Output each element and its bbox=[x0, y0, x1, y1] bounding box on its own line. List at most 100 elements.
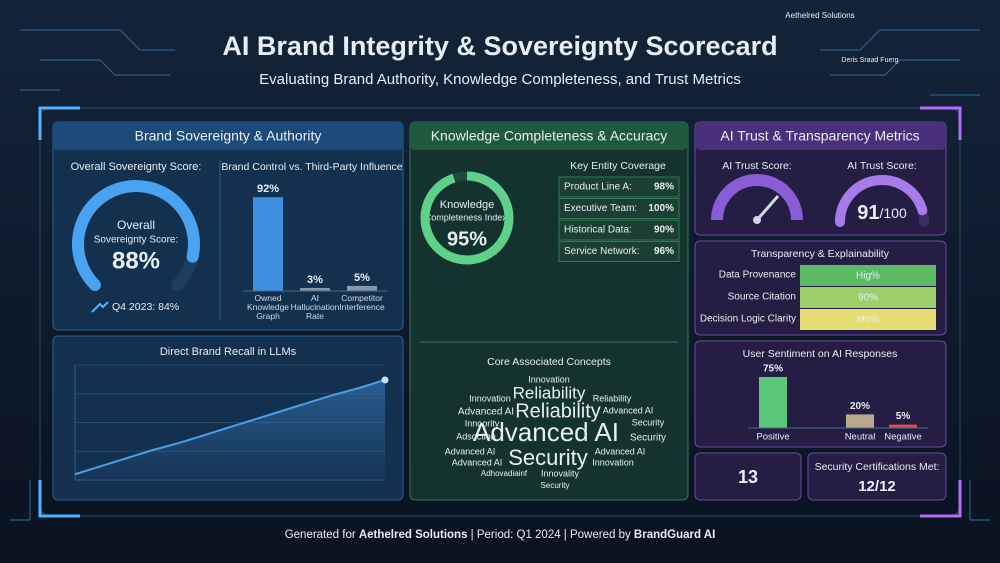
score: 91 bbox=[857, 202, 879, 224]
bar bbox=[889, 424, 917, 428]
category-label: Negative bbox=[884, 432, 922, 443]
certifications: 12/12 bbox=[858, 478, 896, 495]
value-label: 75% bbox=[763, 364, 783, 375]
subtitle: Evaluating Brand Authority, Knowledge Co… bbox=[259, 71, 741, 88]
concept-word: Innoority bbox=[465, 418, 500, 428]
panel-title: AI Trust & Transparency Metrics bbox=[720, 128, 919, 144]
panel bbox=[694, 340, 947, 448]
bar bbox=[253, 197, 283, 291]
panel-title: Knowledge Completeness & Accuracy bbox=[431, 128, 668, 144]
bar bbox=[347, 285, 377, 291]
category-box: AI Hallucination Rate bbox=[290, 294, 340, 321]
gauge-value: 88% bbox=[112, 247, 160, 274]
concept-word: Innovality bbox=[541, 468, 580, 478]
concept-word: Security bbox=[632, 417, 665, 427]
concept-word: Advanced AI bbox=[458, 407, 514, 418]
table-title: Key Entity Coverage bbox=[570, 160, 666, 172]
corner-glow bbox=[920, 106, 962, 140]
panel bbox=[694, 452, 802, 501]
gauge-label: Sovereignty Score: bbox=[94, 235, 179, 246]
panel bbox=[807, 452, 947, 501]
ring-value: 95% bbox=[447, 228, 487, 250]
count: 13 bbox=[738, 467, 758, 487]
concept-word: Security bbox=[508, 445, 587, 470]
table-row bbox=[558, 198, 680, 219]
footer-text: BrandGuard AI bbox=[634, 529, 715, 541]
category-label: Owned Knowledge Graph bbox=[246, 294, 290, 321]
footer-text: | Period: Q1 2024 | Powered by bbox=[467, 529, 633, 541]
concept-word: Advanced AI bbox=[595, 446, 646, 456]
bar bbox=[300, 287, 330, 291]
panel-header bbox=[53, 122, 403, 150]
chart-title: Brand Control vs. Third-Party Influence bbox=[221, 161, 402, 173]
panel-title: Brand Sovereignty & Authority bbox=[135, 128, 322, 144]
row-label: Data Provenance bbox=[719, 270, 797, 281]
category-box: Competitor Interference bbox=[339, 294, 385, 312]
chart-title: User Sentiment on AI Responses bbox=[743, 348, 898, 360]
concept-word: Advanced AI bbox=[473, 417, 619, 447]
row-label: Executive Team: bbox=[564, 203, 637, 214]
score-max: /100 bbox=[880, 205, 907, 221]
corner-glow bbox=[38, 480, 80, 518]
value-label: 5% bbox=[354, 272, 370, 284]
concept-word: Security bbox=[630, 433, 666, 444]
label: Security Certifications Met: bbox=[815, 461, 940, 473]
ring-label: Completeness Index: bbox=[425, 212, 510, 222]
corner-glow bbox=[38, 106, 80, 140]
value-label: 5% bbox=[896, 411, 911, 422]
row-label: Product Line A: bbox=[564, 182, 632, 193]
gauge-decor bbox=[711, 174, 803, 221]
category-box: Owned Knowledge Graph bbox=[246, 294, 290, 321]
value-label: 20% bbox=[850, 401, 870, 412]
footer: Generated for Aethelred Solutions | Peri… bbox=[285, 529, 716, 541]
row-cell bbox=[800, 287, 936, 308]
row-label: Historical Data: bbox=[564, 225, 632, 236]
row-value: Hig% bbox=[856, 271, 880, 282]
concept-word: Innovation bbox=[592, 457, 634, 467]
chart-title: Direct Brand Recall in LLMs bbox=[160, 346, 297, 358]
endpoint bbox=[381, 376, 389, 384]
row-value: 96% bbox=[654, 246, 674, 257]
panel-header bbox=[695, 122, 946, 150]
footer-text: Generated for bbox=[285, 529, 359, 541]
company-badge: Aethelred Solutions bbox=[785, 11, 854, 20]
category-label: Neutral bbox=[845, 432, 876, 443]
concept-word: Reliability bbox=[515, 400, 601, 422]
row-label: Source Citation bbox=[728, 292, 796, 303]
category-label: Competitor Interference bbox=[339, 294, 385, 312]
row-label: Service Network: bbox=[564, 246, 640, 257]
row-value: 90% bbox=[858, 293, 878, 304]
frame bbox=[39, 107, 961, 517]
row-label: Decision Logic Clarity bbox=[700, 314, 796, 325]
value-label: 3% bbox=[307, 274, 323, 286]
trend-icon bbox=[91, 301, 109, 313]
label: Overall Sovereignty Score: bbox=[71, 161, 202, 173]
panel-header bbox=[410, 122, 688, 150]
category-label: AI Hallucination Rate bbox=[290, 294, 340, 321]
table-row bbox=[558, 219, 680, 241]
concept-word: Reliability bbox=[593, 393, 632, 403]
table-title: Transparency & Explainability bbox=[751, 248, 890, 260]
table-row bbox=[558, 241, 680, 262]
previous-score: Q4 2023: 84% bbox=[112, 301, 179, 313]
gauge-value-arc bbox=[835, 175, 928, 227]
concept-word: Advanced AI bbox=[445, 446, 496, 456]
ring-label: Knowledge bbox=[440, 199, 494, 211]
category-label: Positive bbox=[756, 432, 789, 443]
table-row bbox=[558, 176, 680, 198]
bar bbox=[759, 377, 787, 428]
row-value: Mo% bbox=[857, 315, 880, 326]
concept-word: Advanced AI bbox=[603, 405, 654, 415]
ring-value-arc bbox=[420, 171, 514, 265]
title: AI Brand Integrity & Sovereignty Scoreca… bbox=[222, 31, 777, 61]
concept-word: Reliability bbox=[513, 383, 586, 402]
row-value: 100% bbox=[648, 203, 674, 214]
concept-word: Adhovadiainf bbox=[481, 469, 528, 478]
line bbox=[74, 378, 386, 476]
small-badge: Deris Sraad Fuerg bbox=[841, 57, 898, 64]
gauge-value-arc bbox=[72, 180, 200, 292]
area bbox=[75, 379, 385, 480]
concept-word: Advanced AI bbox=[452, 457, 503, 467]
value-label: 92% bbox=[257, 183, 279, 195]
